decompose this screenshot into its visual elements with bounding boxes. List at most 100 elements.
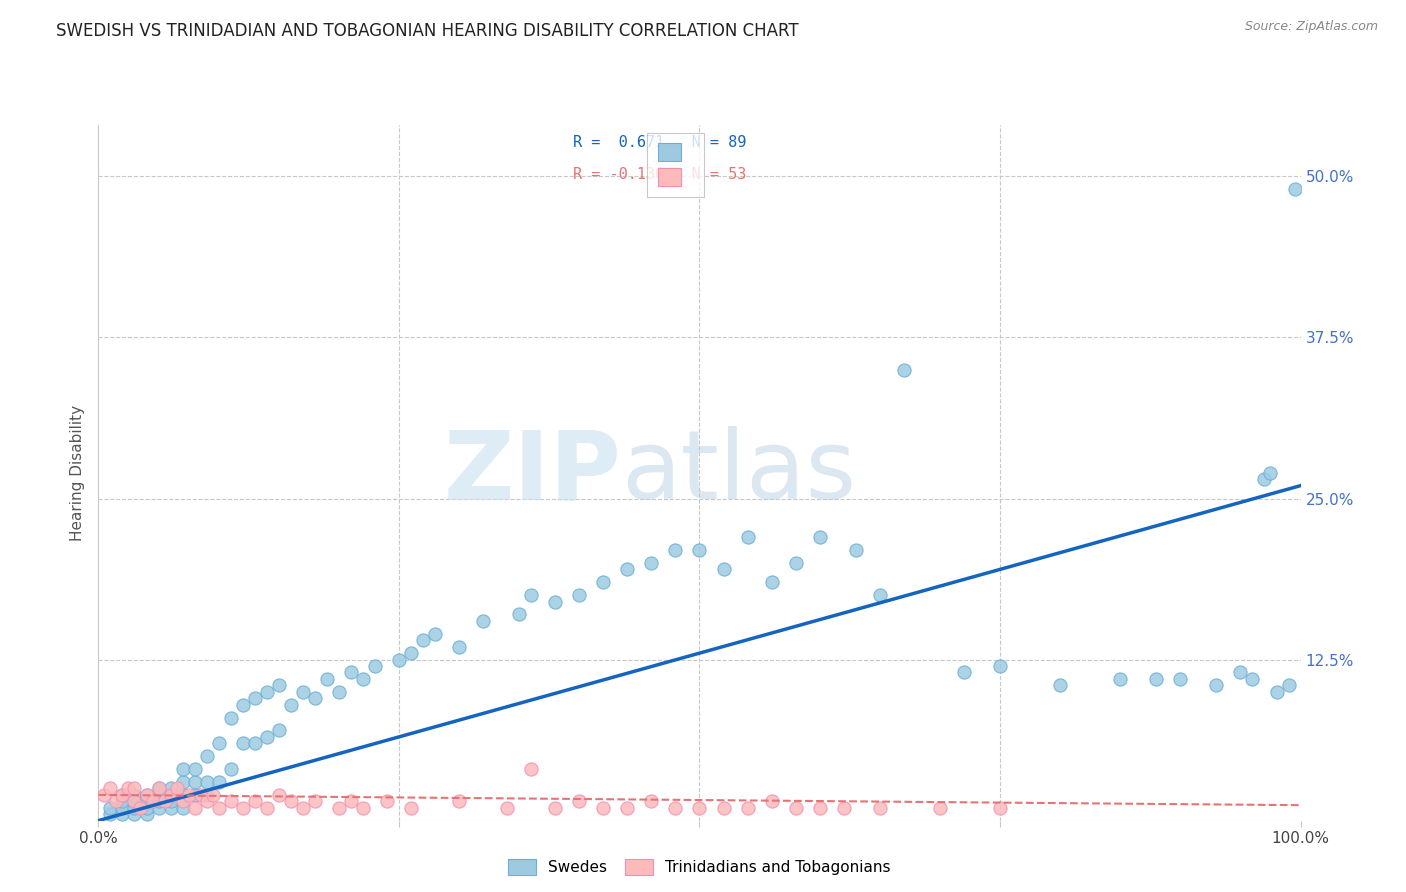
Point	[208, 801, 231, 815]
Point	[713, 801, 735, 815]
Point	[100, 807, 122, 822]
Point	[219, 710, 242, 724]
Point	[166, 781, 188, 796]
Point	[243, 794, 266, 808]
Point	[1144, 672, 1167, 686]
Text: ZIP: ZIP	[443, 426, 621, 519]
Point	[256, 685, 278, 699]
Point	[340, 665, 363, 680]
Point	[399, 801, 422, 815]
Point	[172, 762, 194, 776]
Point	[1241, 672, 1264, 686]
Point	[412, 633, 434, 648]
Point	[267, 678, 290, 692]
Point	[953, 665, 976, 680]
Point	[124, 801, 146, 815]
Point	[219, 794, 242, 808]
Point	[172, 788, 194, 802]
Point	[159, 788, 181, 802]
Point	[375, 794, 398, 808]
Point	[208, 736, 231, 750]
Point	[508, 607, 530, 622]
Point	[640, 794, 662, 808]
Point	[737, 801, 759, 815]
Point	[267, 788, 290, 802]
Point	[256, 801, 278, 815]
Point	[1205, 678, 1227, 692]
Point	[256, 730, 278, 744]
Point	[232, 698, 254, 712]
Point	[1109, 672, 1132, 686]
Point	[808, 801, 831, 815]
Point	[689, 801, 711, 815]
Point	[785, 801, 807, 815]
Point	[100, 781, 122, 796]
Point	[988, 659, 1011, 673]
Text: R =  0.671   N = 89: R = 0.671 N = 89	[574, 136, 747, 151]
Point	[172, 775, 194, 789]
Point	[232, 736, 254, 750]
Point	[148, 788, 170, 802]
Point	[177, 788, 200, 802]
Legend: Swedes, Trinidadians and Tobagonians: Swedes, Trinidadians and Tobagonians	[501, 851, 898, 882]
Point	[520, 762, 543, 776]
Point	[1260, 466, 1282, 480]
Point	[195, 775, 218, 789]
Point	[1049, 678, 1071, 692]
Point	[148, 781, 170, 796]
Point	[195, 794, 218, 808]
Point	[159, 801, 181, 815]
Point	[1170, 672, 1192, 686]
Point	[208, 775, 231, 789]
Point	[148, 781, 170, 796]
Point	[399, 646, 422, 660]
Point	[928, 801, 950, 815]
Point	[135, 794, 157, 808]
Text: SWEDISH VS TRINIDADIAN AND TOBAGONIAN HEARING DISABILITY CORRELATION CHART: SWEDISH VS TRINIDADIAN AND TOBAGONIAN HE…	[56, 22, 799, 40]
Point	[291, 801, 314, 815]
Point	[111, 801, 134, 815]
Point	[447, 794, 470, 808]
Point	[388, 652, 411, 666]
Point	[592, 801, 614, 815]
Point	[135, 788, 157, 802]
Y-axis label: Hearing Disability: Hearing Disability	[70, 405, 86, 541]
Point	[243, 691, 266, 706]
Point	[808, 530, 831, 544]
Point	[304, 794, 326, 808]
Point	[129, 801, 152, 815]
Point	[592, 575, 614, 590]
Point	[190, 788, 212, 802]
Point	[785, 556, 807, 570]
Text: atlas: atlas	[621, 426, 856, 519]
Point	[100, 801, 122, 815]
Point	[243, 736, 266, 750]
Point	[153, 794, 176, 808]
Point	[869, 588, 891, 602]
Text: R = -0.136   N = 53: R = -0.136 N = 53	[574, 167, 747, 182]
Point	[111, 788, 134, 802]
Point	[616, 801, 638, 815]
Point	[315, 672, 337, 686]
Point	[423, 627, 446, 641]
Point	[124, 807, 146, 822]
Point	[148, 794, 170, 808]
Point	[447, 640, 470, 654]
Point	[328, 685, 350, 699]
Point	[183, 801, 205, 815]
Point	[328, 801, 350, 815]
Point	[135, 807, 157, 822]
Point	[689, 543, 711, 558]
Point	[340, 794, 363, 808]
Point	[135, 801, 157, 815]
Point	[1284, 182, 1306, 196]
Point	[195, 749, 218, 764]
Point	[291, 685, 314, 699]
Point	[159, 794, 181, 808]
Point	[761, 575, 783, 590]
Point	[172, 801, 194, 815]
Point	[472, 614, 495, 628]
Point	[124, 794, 146, 808]
Point	[267, 723, 290, 738]
Point	[544, 594, 567, 608]
